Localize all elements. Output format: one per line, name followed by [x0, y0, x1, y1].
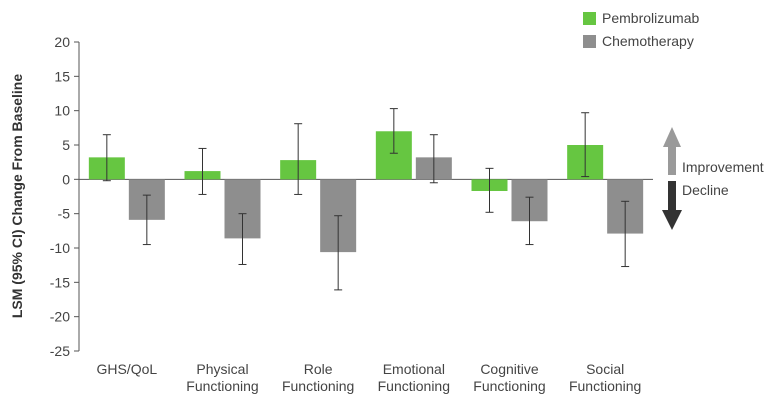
- category-label: Role Functioning: [282, 361, 354, 394]
- y-tick-label: -20: [50, 309, 70, 325]
- y-tick-label: 20: [54, 34, 70, 50]
- axes: 20 15 10 5 0 -5 -10 -15 -20 -25: [50, 34, 653, 359]
- category-label-line: Functioning: [378, 378, 450, 394]
- y-tick-label: -15: [50, 274, 70, 290]
- category-label-line: Functioning: [282, 378, 354, 394]
- legend-swatch-chemotherapy: [583, 35, 596, 48]
- category-label-line: Role: [304, 361, 333, 377]
- category-label: Social Functioning: [569, 361, 641, 394]
- y-tick-label: 0: [62, 171, 70, 187]
- legend-label-pembrolizumab: Pembrolizumab: [602, 10, 699, 26]
- y-axis-title: LSM (95% CI) Change From Baseline: [9, 74, 25, 318]
- bars: [88, 131, 644, 253]
- y-tick-label: -10: [50, 240, 70, 256]
- legend: Pembrolizumab Chemotherapy: [583, 10, 699, 49]
- decline-arrow-icon: [662, 181, 682, 230]
- category-label: GHS/QoL: [96, 361, 157, 377]
- category-label-line: Physical: [196, 361, 248, 377]
- category-label-line: Social: [586, 361, 624, 377]
- category-label-line: Functioning: [186, 378, 258, 394]
- category-label-line: Functioning: [473, 378, 545, 394]
- y-tick-label: 15: [54, 68, 70, 84]
- category-label-line: GHS/QoL: [96, 361, 157, 377]
- y-tick-label: -5: [58, 206, 71, 222]
- category-label: Cognitive Functioning: [473, 361, 545, 394]
- category-label-line: Cognitive: [480, 361, 539, 377]
- legend-label-chemotherapy: Chemotherapy: [602, 33, 694, 49]
- legend-swatch-pembrolizumab: [583, 12, 596, 25]
- y-tick-label: 10: [54, 103, 70, 119]
- direction-annotation: Improvement Decline: [662, 127, 764, 230]
- category-label: Emotional Functioning: [378, 361, 450, 394]
- category-label-line: Functioning: [569, 378, 641, 394]
- y-tick-label: -25: [50, 343, 70, 359]
- y-tick-label: 5: [62, 137, 70, 153]
- category-label-line: Emotional: [383, 361, 445, 377]
- category-label: Physical Functioning: [186, 361, 258, 394]
- error-bars: [102, 108, 630, 291]
- improvement-arrow-icon: [663, 127, 681, 175]
- improvement-label: Improvement: [682, 159, 764, 175]
- decline-label: Decline: [682, 182, 729, 198]
